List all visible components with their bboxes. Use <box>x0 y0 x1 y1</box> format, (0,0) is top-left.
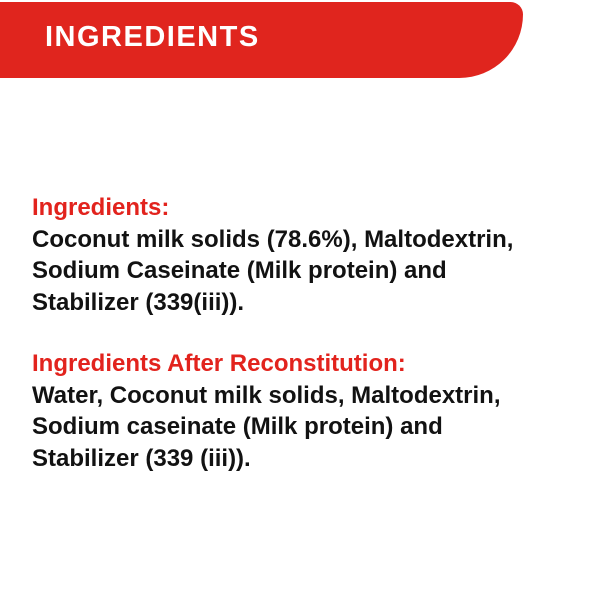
ingredients-line: Water, Coconut milk solids, Maltodextrin… <box>32 381 501 409</box>
banner-title: INGREDIENTS <box>45 21 260 53</box>
ingredients-line: Coconut milk solids (78.6%), Maltodextri… <box>32 225 514 253</box>
ingredients-line: Stabilizer (339 (iii)). <box>32 444 251 472</box>
label-content: Ingredients: Coconut milk solids (78.6%)… <box>32 192 580 474</box>
ingredients-after-reconstitution-section: Ingredients After Reconstitution: Water,… <box>32 348 580 474</box>
ingredients-heading: Ingredients: <box>32 194 170 221</box>
ingredients-banner: INGREDIENTS <box>0 2 523 78</box>
ingredients-line: Stabilizer (339(iii)). <box>32 288 245 316</box>
ingredients-line: Sodium Caseinate (Milk protein) and <box>32 257 447 284</box>
ingredients-section: Ingredients: Coconut milk solids (78.6%)… <box>32 192 580 318</box>
ingredients-line: Sodium caseinate (Milk protein) and <box>32 413 443 440</box>
ingredients-after-reconstitution-heading: Ingredients After Reconstitution: <box>32 350 406 377</box>
